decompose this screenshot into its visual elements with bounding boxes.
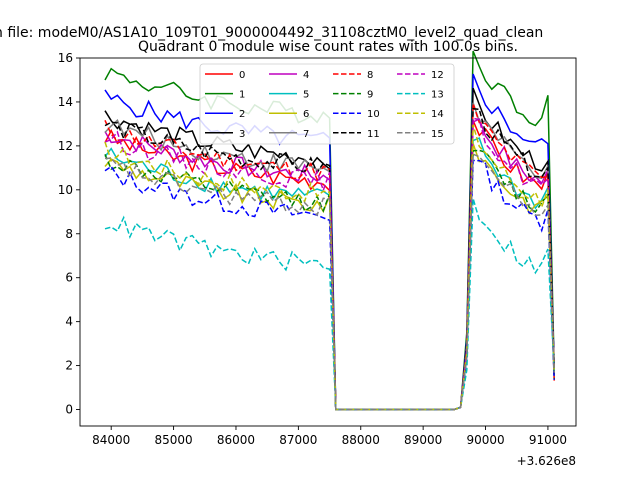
legend-label-4: 4 xyxy=(303,70,309,81)
legend-label-1: 1 xyxy=(239,90,245,101)
x-tick-label: 86000 xyxy=(217,433,255,447)
legend-label-12: 12 xyxy=(431,70,444,81)
figure-title: n file: modeM0/AS1A10_109T01_9000004492_… xyxy=(0,25,543,41)
legend-label-10: 10 xyxy=(367,109,380,120)
x-tick-label: 91000 xyxy=(529,433,567,447)
y-tick-label: 0 xyxy=(65,403,73,417)
legend-label-8: 8 xyxy=(367,70,373,81)
series-layer xyxy=(104,50,555,411)
legend-label-0: 0 xyxy=(239,70,245,81)
y-tick-label: 10 xyxy=(58,183,73,197)
x-offset-label: +3.626e8 xyxy=(517,454,576,468)
y-tick-label: 4 xyxy=(65,315,73,329)
legend-label-11: 11 xyxy=(367,129,380,140)
x-tick-label: 89000 xyxy=(404,433,442,447)
axes-border xyxy=(79,57,577,427)
y-tick-label: 14 xyxy=(58,95,73,109)
series-line-15 xyxy=(104,153,555,411)
y-tick-label: 16 xyxy=(58,51,73,65)
legend-label-6: 6 xyxy=(303,109,309,120)
series-line-11 xyxy=(104,107,555,411)
legend-label-14: 14 xyxy=(431,109,444,120)
y-axis: 0 2 4 6 8 10 12 14 16 xyxy=(58,51,80,417)
legend-label-7: 7 xyxy=(303,129,309,140)
y-tick-label: 2 xyxy=(65,359,73,373)
x-tick-label: 88000 xyxy=(342,433,380,447)
x-axis: 84000 85000 86000 87000 88000 89000 90000 91000 xyxy=(92,426,567,447)
legend-label-5: 5 xyxy=(303,90,309,101)
x-tick-label: 84000 xyxy=(92,433,130,447)
legend-label-2: 2 xyxy=(239,109,245,120)
x-tick-label: 85000 xyxy=(154,433,192,447)
legend-box xyxy=(199,63,455,145)
series-line-12 xyxy=(104,117,555,411)
y-tick-label: 8 xyxy=(65,227,73,241)
legend-label-15: 15 xyxy=(431,129,444,140)
chart-title: Quadrant 0 module wise count rates with … xyxy=(138,39,518,55)
plot-area xyxy=(79,50,577,427)
series-line-14 xyxy=(104,124,555,411)
legend-label-9: 9 xyxy=(367,90,373,101)
x-tick-label: 90000 xyxy=(466,433,504,447)
legend-label-3: 3 xyxy=(239,129,245,140)
y-tick-label: 12 xyxy=(58,139,73,153)
legend-label-13: 13 xyxy=(431,90,444,101)
y-tick-label: 6 xyxy=(65,271,73,285)
series-line-13 xyxy=(104,198,555,411)
x-tick-label: 87000 xyxy=(279,433,317,447)
